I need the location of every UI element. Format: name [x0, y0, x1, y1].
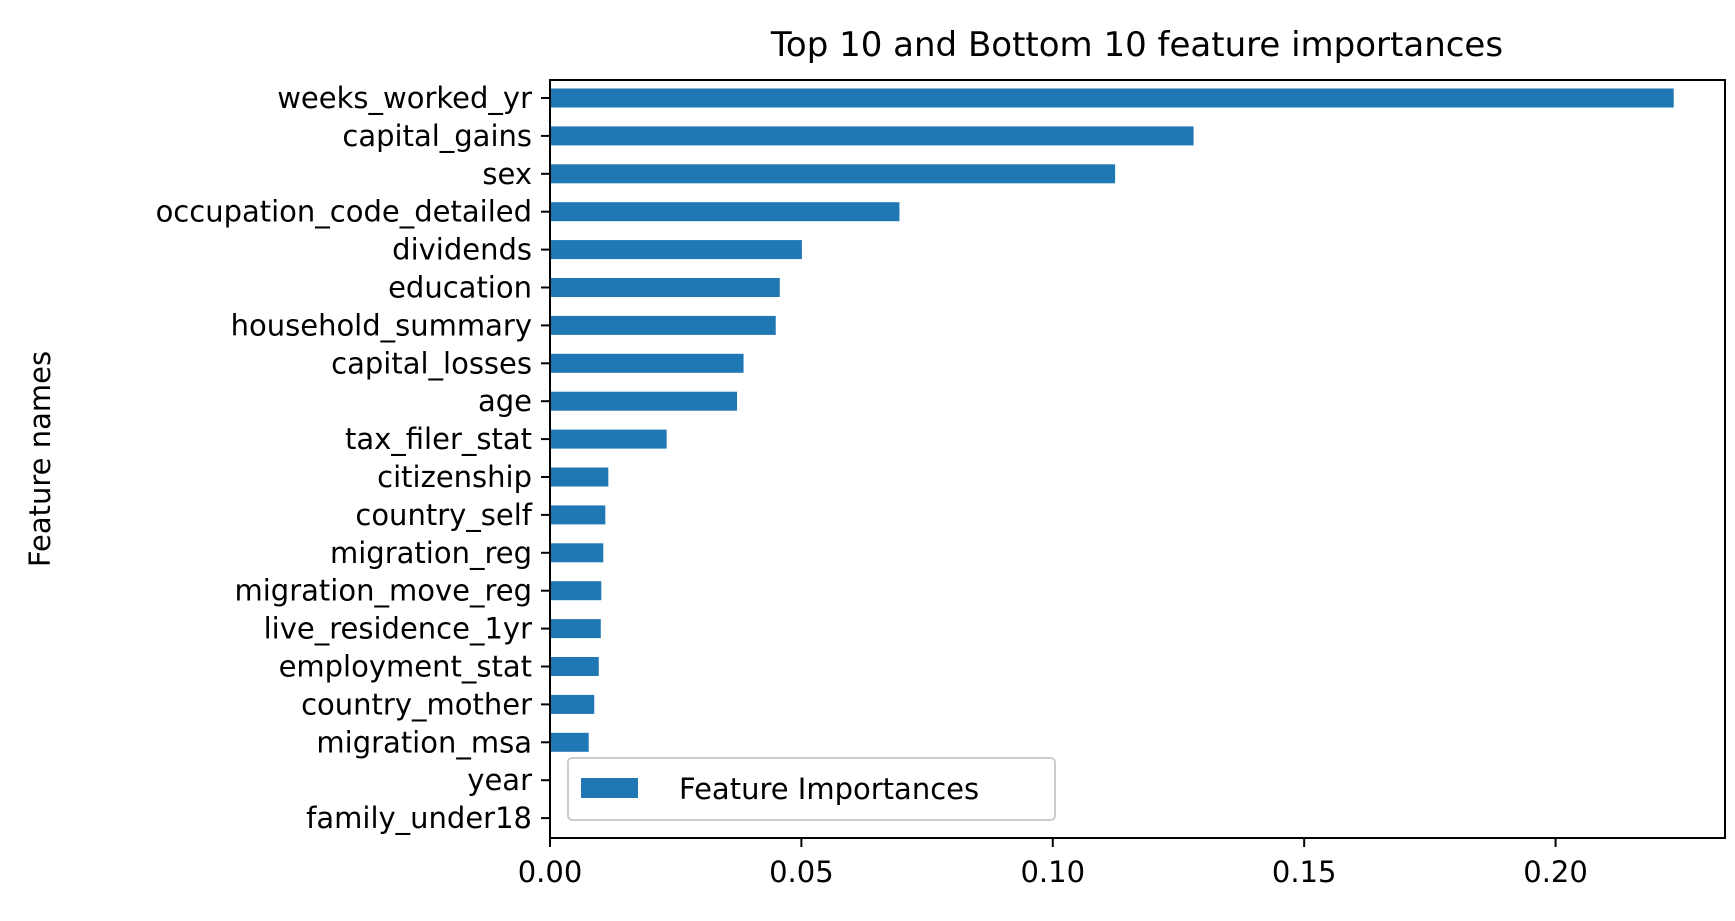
y-tick-label: citizenship	[377, 460, 532, 494]
bar-migration-reg	[550, 543, 604, 563]
y-tick-label: employment_stat	[279, 650, 532, 684]
bar-citizenship	[550, 467, 609, 487]
x-tick-label: 0.05	[769, 855, 834, 889]
y-tick-label: live_residence_1yr	[264, 612, 532, 646]
x-tick-label: 0.10	[1020, 855, 1085, 889]
y-tick-label: tax_filer_stat	[345, 422, 532, 456]
y-tick-label: capital_gains	[342, 119, 532, 153]
bar-capital-gains	[550, 126, 1194, 146]
bars-layer	[550, 88, 1674, 752]
bar-weeks-worked-yr	[550, 88, 1674, 108]
bar-employment-stat	[550, 657, 599, 676]
y-tick-label: migration_move_reg	[235, 574, 533, 608]
y-tick-label: country_mother	[301, 687, 532, 721]
y-tick-label: family_under18	[306, 801, 532, 835]
y-tick-label: sex	[482, 157, 532, 191]
y-tick-label: education	[388, 271, 532, 305]
y-tick-label: weeks_worked_yr	[277, 81, 532, 115]
x-axis: 0.00 0.05 0.10 0.15 0.20	[518, 838, 1588, 889]
x-tick-label: 0.00	[518, 855, 583, 889]
y-tick-label: household_summary	[231, 308, 532, 342]
bar-tax-filer-stat	[550, 429, 667, 449]
x-tick-label: 0.15	[1272, 855, 1337, 889]
bar-live-residence-1yr	[550, 619, 601, 639]
legend-box	[567, 757, 1056, 821]
legend: Feature Importances	[567, 757, 1056, 821]
legend-label: Feature Importances	[679, 772, 979, 806]
bar-migration-msa	[550, 732, 589, 752]
bar-migration-move-reg	[550, 581, 602, 601]
bar-country-self	[550, 505, 606, 525]
bar-country-mother	[550, 694, 595, 714]
bar-sex	[550, 164, 1116, 184]
y-tick-label: migration_msa	[316, 725, 532, 759]
y-axis-label: Feature names	[23, 351, 57, 567]
y-tick-label: dividends	[392, 233, 532, 267]
y-tick-label: migration_reg	[330, 536, 532, 570]
bar-occupation-code-detailed	[550, 202, 900, 222]
y-tick-label: age	[478, 384, 532, 418]
legend-swatch	[581, 778, 638, 798]
x-tick-label: 0.20	[1523, 855, 1588, 889]
y-tick-label: capital_losses	[331, 346, 532, 380]
bar-education	[550, 278, 780, 297]
bar-capital-losses	[550, 353, 744, 373]
chart-title: Top 10 and Bottom 10 feature importances	[770, 25, 1503, 65]
y-tick-label: country_self	[355, 498, 532, 532]
bar-dividends	[550, 240, 802, 260]
bar-household-summary	[550, 315, 776, 335]
bar-age	[550, 391, 738, 411]
plot-frame	[549, 79, 1726, 839]
y-tick-label: occupation_code_detailed	[156, 195, 532, 229]
y-tick-label: year	[467, 763, 532, 797]
